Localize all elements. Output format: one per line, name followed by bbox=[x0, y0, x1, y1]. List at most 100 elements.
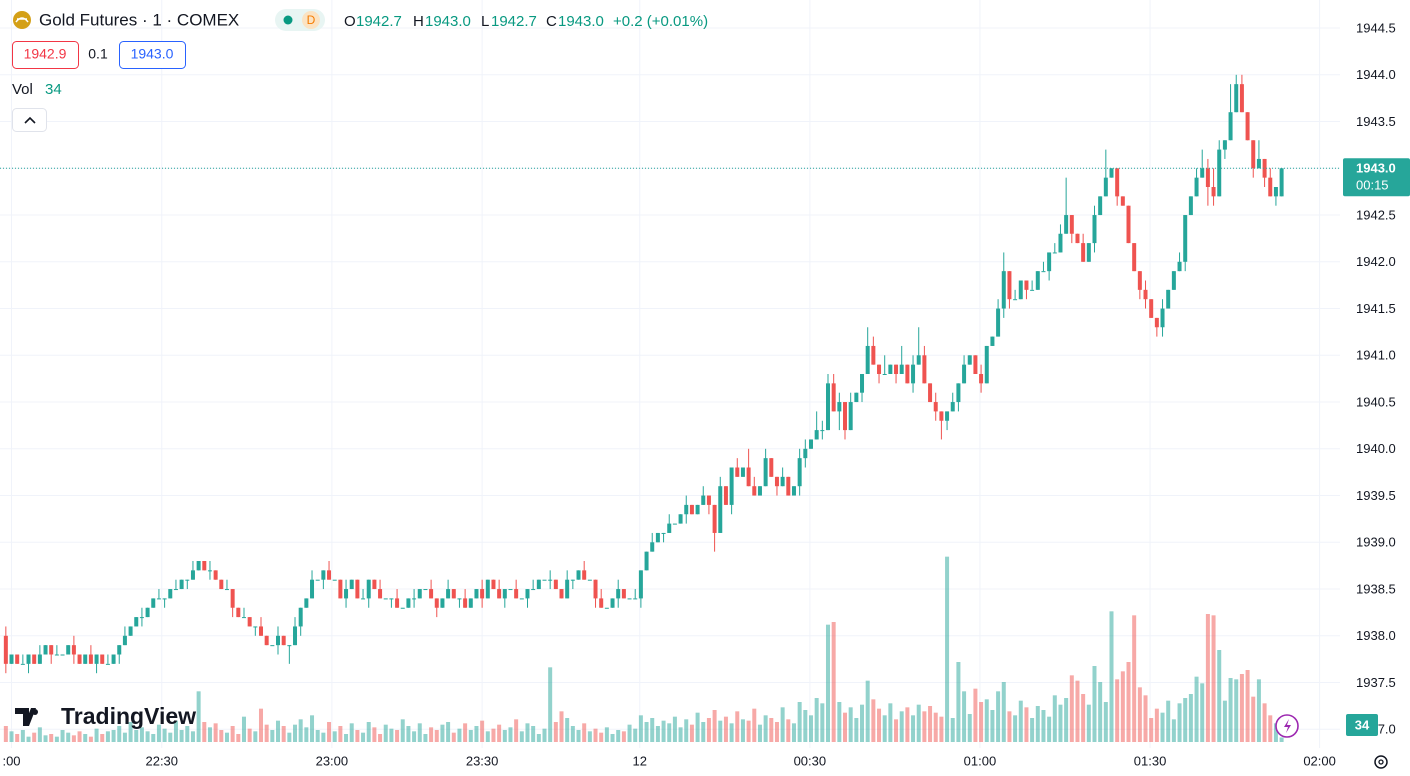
candle-body bbox=[168, 589, 173, 599]
volume-bar bbox=[1132, 615, 1137, 742]
volume-bar bbox=[315, 730, 320, 742]
volume-bar bbox=[939, 716, 944, 742]
candle-body bbox=[1234, 84, 1239, 113]
candle-body bbox=[1200, 168, 1205, 178]
candle-body bbox=[241, 617, 246, 619]
volume-bar bbox=[202, 722, 207, 742]
volume-bar bbox=[304, 727, 309, 742]
volume-bar bbox=[1069, 675, 1074, 742]
candle-body bbox=[1160, 308, 1165, 328]
candle-body bbox=[1109, 168, 1114, 178]
volume-bar bbox=[616, 730, 621, 742]
candle-body bbox=[468, 598, 473, 608]
volume-bar bbox=[77, 731, 82, 742]
candle-body bbox=[1149, 299, 1154, 318]
volume-bar bbox=[105, 731, 110, 742]
volume-bar bbox=[655, 726, 660, 742]
volume-bar bbox=[1041, 710, 1046, 742]
candle-body bbox=[366, 579, 371, 599]
volume-bar bbox=[945, 556, 950, 742]
volume-bar bbox=[179, 730, 184, 742]
bid-box[interactable] bbox=[12, 41, 79, 69]
bid-price[interactable]: 1942.9 bbox=[24, 46, 67, 62]
candle-body bbox=[1262, 158, 1267, 178]
volume-bar bbox=[984, 699, 989, 742]
candle-body bbox=[151, 598, 156, 608]
volume-bar bbox=[502, 730, 507, 742]
candle-body bbox=[1273, 187, 1278, 197]
candle-body bbox=[1132, 243, 1137, 272]
candle-body bbox=[797, 458, 802, 487]
candle-body bbox=[247, 617, 252, 627]
candle-body bbox=[508, 589, 513, 591]
y-tick-label: 1944.0 bbox=[1356, 67, 1396, 82]
y-tick-label: 1939.5 bbox=[1356, 488, 1396, 503]
x-tick-label: 22:30 bbox=[145, 753, 178, 768]
symbol-title[interactable]: Gold Futures · 1 · COMEX bbox=[39, 10, 239, 29]
candle-body bbox=[310, 579, 315, 599]
volume-bar bbox=[1143, 695, 1148, 742]
volume-bar bbox=[423, 734, 428, 742]
logo-text[interactable]: TradingView bbox=[61, 703, 196, 729]
candle-body bbox=[66, 645, 71, 655]
ohlc-c-label: C bbox=[546, 13, 557, 30]
volume-bar bbox=[712, 710, 717, 742]
volume-bar bbox=[207, 727, 212, 742]
candle-body bbox=[791, 486, 796, 496]
candle-body bbox=[1251, 140, 1256, 169]
volume-bar bbox=[1228, 678, 1233, 742]
volume-bar bbox=[270, 730, 275, 742]
candle-body bbox=[860, 374, 865, 393]
candle-body bbox=[54, 654, 59, 656]
volume-bar bbox=[882, 715, 887, 742]
ohlc-l: 1942.7 bbox=[491, 13, 537, 30]
candle-body bbox=[854, 392, 859, 403]
candle-body bbox=[667, 523, 672, 533]
candle-body bbox=[122, 635, 127, 646]
candle-body bbox=[553, 579, 558, 590]
ask-box[interactable] bbox=[119, 41, 186, 69]
volume-bar bbox=[582, 723, 587, 742]
volume-bar bbox=[236, 734, 241, 742]
candle-body bbox=[344, 589, 349, 599]
volume-bar bbox=[825, 624, 830, 742]
countdown: 00:15 bbox=[1356, 178, 1389, 193]
volume-bar bbox=[627, 724, 632, 742]
last-price-label: 1943.0 bbox=[1356, 161, 1396, 176]
candle-body bbox=[338, 579, 343, 599]
collapse-button[interactable] bbox=[12, 108, 47, 132]
volume-bar bbox=[621, 731, 626, 742]
volume-bar bbox=[230, 726, 235, 742]
volume-bar bbox=[156, 724, 161, 742]
candle-body bbox=[497, 589, 502, 599]
volume-bar bbox=[1239, 674, 1244, 742]
candle-body bbox=[655, 532, 660, 543]
volume-bar bbox=[1109, 611, 1114, 742]
volume-bar bbox=[338, 726, 343, 742]
volume-bar bbox=[100, 734, 105, 742]
candle-body bbox=[134, 617, 139, 627]
x-tick-label: 23:30 bbox=[466, 753, 499, 768]
volume-bar bbox=[814, 698, 819, 742]
volume-bar bbox=[599, 732, 604, 742]
grid bbox=[0, 0, 1340, 748]
volume-bar bbox=[1245, 670, 1250, 742]
candle-body bbox=[32, 654, 37, 664]
volume-bar bbox=[485, 731, 490, 742]
candle-body bbox=[406, 598, 411, 608]
candle-body bbox=[627, 598, 632, 600]
volume-bar bbox=[349, 723, 354, 742]
ask-price[interactable]: 1943.0 bbox=[131, 46, 174, 62]
settings-icon[interactable] bbox=[1374, 755, 1388, 769]
candle-body bbox=[1120, 196, 1125, 206]
candle-body bbox=[706, 495, 711, 505]
volume-bar bbox=[366, 722, 371, 742]
volume-bar bbox=[1222, 700, 1227, 742]
candle-body bbox=[207, 570, 212, 572]
volume-bar bbox=[854, 718, 859, 742]
candle-body bbox=[933, 402, 938, 412]
candle-body bbox=[763, 458, 768, 487]
volume-bar bbox=[593, 728, 598, 742]
y-tick-label: 1942.0 bbox=[1356, 254, 1396, 269]
volume-bar bbox=[871, 699, 876, 742]
